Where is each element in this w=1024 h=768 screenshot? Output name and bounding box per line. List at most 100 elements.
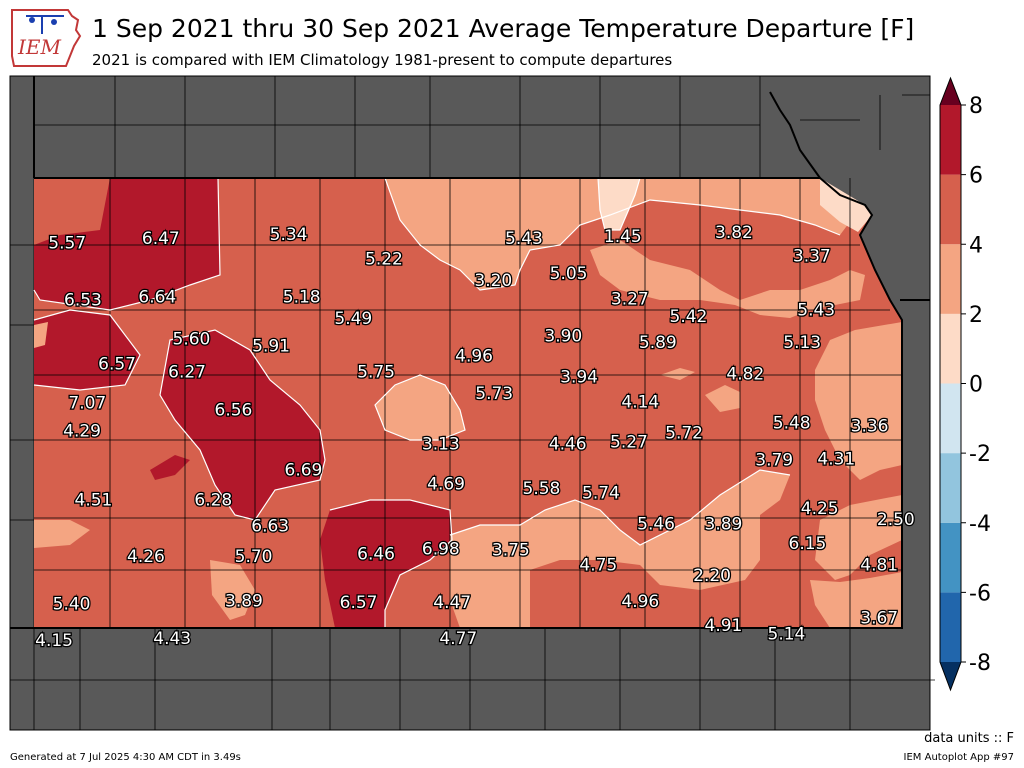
station-value-label: 6.47 xyxy=(142,229,180,249)
station-value-label: 5.34 xyxy=(270,225,308,245)
departure-0-2-region-ne xyxy=(820,178,872,232)
station-value-label: 4.96 xyxy=(621,592,659,612)
station-value-label: 5.75 xyxy=(357,362,395,382)
colorbar-tick-label: 4 xyxy=(969,233,983,258)
station-value-label: 5.14 xyxy=(768,625,806,645)
iem-logo: IEM xyxy=(11,9,82,67)
station-value-label: 6.46 xyxy=(357,545,395,565)
departure-2-4-region-east xyxy=(815,322,902,480)
station-value-label: 4.77 xyxy=(439,629,477,649)
station-value-label: 4.14 xyxy=(621,393,659,413)
departure-6-8-region-nw xyxy=(34,178,220,310)
station-value-label: 3.20 xyxy=(474,271,512,291)
colorbar-segment xyxy=(940,453,961,523)
station-value-label: 5.73 xyxy=(475,384,513,404)
departure-2-4-region-sw xyxy=(34,520,90,548)
station-value-label: 3.89 xyxy=(225,591,263,611)
station-value-label: 5.05 xyxy=(550,264,588,284)
station-value-label: 3.82 xyxy=(715,223,753,243)
colorbar-segment xyxy=(940,174,961,245)
station-value-label: 6.64 xyxy=(138,288,176,308)
departure-2-4-region-spot-1 xyxy=(705,385,740,412)
state-border-neighbors xyxy=(33,76,930,301)
station-value-label: 4.91 xyxy=(705,616,743,636)
station-value-label: 4.82 xyxy=(726,364,764,384)
station-value-label: 6.98 xyxy=(422,539,460,559)
data-units: data units :: F xyxy=(924,731,1014,746)
station-value-label: 5.40 xyxy=(53,594,91,614)
station-value-label: 5.58 xyxy=(523,479,561,499)
station-value-label: 3.27 xyxy=(611,290,649,310)
station-value-label: 4.51 xyxy=(75,491,113,511)
departure-2-4-region-north xyxy=(385,178,855,290)
station-value-labels: 5.57 6.47 5.34 5.22 5.43 1.45 3.82 3.37 6.53 6.64… xyxy=(34,221,916,652)
colorbar-tick-label: 0 xyxy=(969,373,983,398)
station-value-label: 5.72 xyxy=(665,424,703,444)
colorbar-tick-label: -8 xyxy=(969,651,991,676)
colorbar-tick-label: 8 xyxy=(969,94,983,119)
station-value-label: 4.75 xyxy=(579,555,617,575)
colorbar-over-triangle xyxy=(940,78,961,105)
station-value-label: 3.94 xyxy=(560,367,598,387)
colorbar-tick-label: 6 xyxy=(969,164,983,189)
station-value-label: 7.07 xyxy=(68,393,106,413)
station-value-label: 5.46 xyxy=(637,514,675,534)
station-value-label: 4.46 xyxy=(549,434,587,454)
station-value-label: 3.13 xyxy=(422,434,460,454)
colorbar-segment xyxy=(940,313,961,384)
colorbar-under-triangle xyxy=(940,662,961,690)
station-value-label: 6.63 xyxy=(251,517,289,537)
station-value-label: 3.37 xyxy=(793,247,831,267)
station-value-label: 4.25 xyxy=(801,499,839,519)
colorbar: 8 6 4 2 0 -2 -4 -6 -8 xyxy=(939,76,991,692)
colorbar-tick-label: 2 xyxy=(969,303,983,328)
generated-timestamp: Generated at 7 Jul 2025 4:30 AM CDT in 3… xyxy=(10,752,241,763)
colorbar-segment xyxy=(940,383,961,454)
station-value-label: 5.13 xyxy=(783,333,821,353)
station-value-label: 4.15 xyxy=(35,631,73,651)
station-value-label: 3.90 xyxy=(544,326,582,346)
station-value-label: 3.75 xyxy=(492,540,530,560)
colorbar-segment xyxy=(940,522,961,593)
station-value-label: 4.26 xyxy=(127,547,165,567)
departure-0-2-region-north xyxy=(598,178,640,230)
station-value-label: 4.69 xyxy=(427,475,465,495)
state-fill xyxy=(34,178,902,628)
station-value-label: 3.79 xyxy=(755,450,793,470)
logo-text: IEM xyxy=(17,35,62,59)
departure-6-8-region-sw-spot xyxy=(150,455,190,480)
county-lines xyxy=(34,178,902,628)
station-value-label: 5.49 xyxy=(334,309,372,329)
departure-2-4-region-se-2 xyxy=(810,572,902,628)
departure-2-4-region-spot-3 xyxy=(34,322,48,348)
departure-2-4-region-south xyxy=(450,470,790,628)
colorbar-segment xyxy=(940,105,961,175)
station-value-label: 5.27 xyxy=(610,432,648,452)
station-value-label: 4.47 xyxy=(433,593,471,613)
colorbar-segment xyxy=(940,592,961,662)
station-value-label: 6.15 xyxy=(789,534,827,554)
station-value-label: 5.70 xyxy=(235,547,273,567)
station-value-label: 5.91 xyxy=(252,336,290,356)
colorbar-tick-label: -4 xyxy=(969,512,991,537)
station-value-label: 6.56 xyxy=(215,401,253,421)
station-value-label: 5.18 xyxy=(283,288,321,308)
station-value-label: 5.48 xyxy=(773,414,811,434)
departure-2-4-region-sw-2 xyxy=(210,560,255,620)
station-value-label: 6.57 xyxy=(98,355,136,375)
station-value-label: 3.36 xyxy=(851,416,889,436)
station-value-label: 4.81 xyxy=(860,555,898,575)
station-value-label: 4.43 xyxy=(153,629,191,649)
departure-6-8-region-south xyxy=(320,500,452,628)
departure-2-4-region-north-2 xyxy=(590,240,865,318)
departure-2-4-region-spot-2 xyxy=(660,368,695,380)
station-value-label: 5.22 xyxy=(365,250,403,270)
colorbar-tick-label: -2 xyxy=(969,442,991,467)
station-value-label: 3.67 xyxy=(860,609,898,629)
station-value-label: 5.42 xyxy=(670,307,708,327)
page-subtitle: 2021 is compared with IEM Climatology 19… xyxy=(92,51,673,69)
contour-lines xyxy=(33,177,841,628)
app-id: IEM Autoplot App #97 xyxy=(903,752,1014,763)
station-value-label: 5.43 xyxy=(505,229,543,249)
